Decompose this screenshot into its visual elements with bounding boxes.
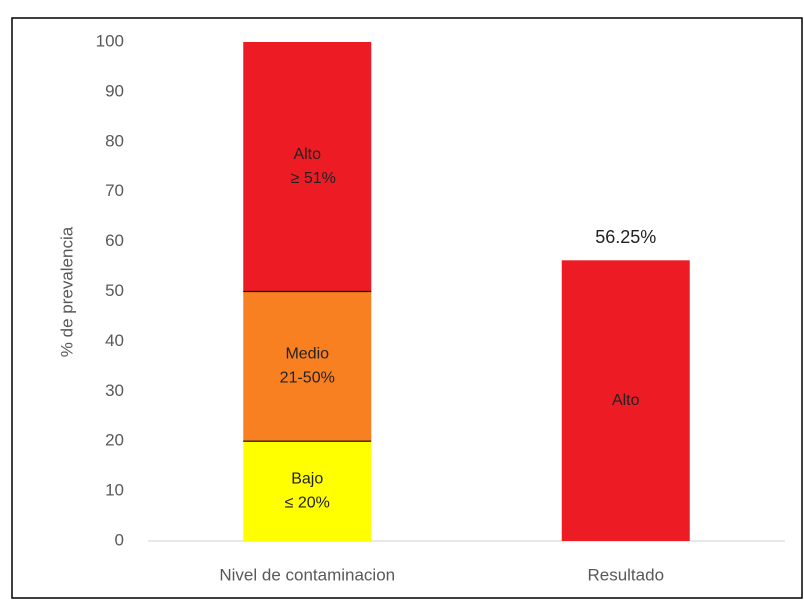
data-label: 56.25%: [595, 227, 656, 247]
y-tick-label: 0: [115, 530, 124, 549]
y-tick-label: 60: [105, 231, 124, 250]
y-tick-label: 100: [96, 31, 124, 50]
segment-name: Medio: [285, 346, 329, 363]
segment-range: 21-50%: [280, 370, 335, 387]
y-tick-label: 50: [105, 281, 124, 300]
y-tick-label: 20: [105, 431, 124, 450]
bar-segment: [243, 291, 372, 442]
segment-range: ≥ 51%: [291, 170, 336, 187]
y-tick-label: 90: [105, 81, 124, 100]
y-tick-label: 10: [105, 481, 124, 500]
y-axis-label: % de prevalencia: [57, 226, 76, 357]
y-tick-label: 70: [105, 181, 124, 200]
y-tick-label: 40: [105, 331, 124, 350]
bar-segment: [243, 441, 372, 541]
y-tick-label: 80: [105, 131, 124, 150]
bar-segment: [243, 42, 372, 292]
y-tick-label: 30: [105, 381, 124, 400]
x-tick-label: Nivel de contaminacion: [219, 565, 395, 584]
segment-range: ≤ 20%: [285, 494, 330, 511]
segment-name: Alto: [612, 392, 640, 409]
segment-name: Alto: [293, 146, 321, 163]
segment-name: Bajo: [291, 470, 323, 487]
bar-segment: [561, 260, 690, 541]
x-tick-label: Resultado: [587, 565, 664, 584]
